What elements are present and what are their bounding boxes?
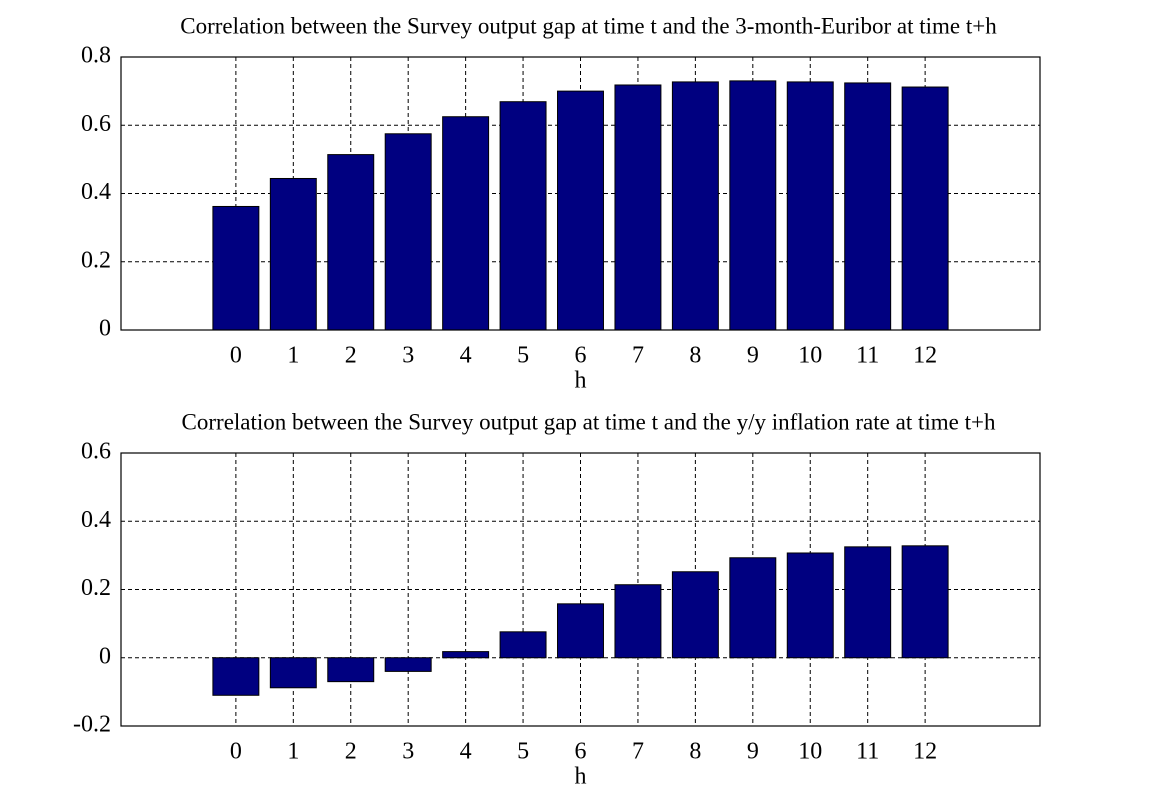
bar bbox=[844, 82, 892, 331]
x-tick-label: 12 bbox=[913, 343, 937, 369]
axes-box bbox=[120, 452, 1041, 727]
bar bbox=[729, 80, 777, 331]
x-tick-label: 1 bbox=[287, 739, 299, 765]
bar bbox=[327, 154, 375, 331]
x-tick-label: 7 bbox=[632, 343, 644, 369]
chart-title: Correlation between the Survey output ga… bbox=[182, 409, 996, 434]
bar bbox=[614, 84, 662, 331]
bar bbox=[844, 546, 892, 659]
bar bbox=[671, 571, 719, 659]
bar bbox=[442, 116, 490, 331]
x-tick-label: 3 bbox=[402, 739, 414, 765]
bar bbox=[557, 90, 604, 331]
x-tick-label: 11 bbox=[856, 739, 879, 765]
y-tick-label: 0.8 bbox=[81, 43, 111, 69]
x-tick-label: 0 bbox=[230, 739, 242, 765]
x-tick-label: 9 bbox=[747, 739, 759, 765]
x-tick-label: 6 bbox=[575, 739, 587, 765]
x-tick-label: 0 bbox=[230, 343, 242, 369]
x-tick-label: 2 bbox=[345, 739, 357, 765]
y-tick-label: 0 bbox=[99, 643, 111, 669]
x-tick-label: 9 bbox=[747, 343, 759, 369]
x-tick-label: 11 bbox=[856, 343, 879, 369]
y-tick-label: 0.2 bbox=[81, 575, 111, 601]
x-tick-label: 7 bbox=[632, 739, 644, 765]
y-tick-label: 0.2 bbox=[81, 247, 111, 273]
y-tick-label: 0.6 bbox=[81, 439, 111, 465]
y-tick-label: 0.4 bbox=[81, 179, 111, 205]
x-tick-label: 5 bbox=[517, 343, 529, 369]
bar bbox=[212, 657, 260, 696]
bar bbox=[327, 657, 375, 683]
x-tick-label: 12 bbox=[913, 739, 937, 765]
bar bbox=[442, 651, 490, 659]
x-tick-label: 2 bbox=[345, 343, 357, 369]
x-tick-label: 4 bbox=[460, 343, 472, 369]
bar bbox=[786, 552, 834, 659]
bar bbox=[212, 205, 260, 331]
bar bbox=[269, 657, 317, 689]
x-tick-label: 10 bbox=[798, 739, 822, 765]
bar bbox=[786, 81, 834, 331]
bar bbox=[614, 584, 662, 659]
bar bbox=[557, 603, 604, 659]
x-tick-label: 8 bbox=[689, 343, 701, 369]
x-axis-label: h bbox=[575, 764, 587, 790]
bar bbox=[499, 101, 547, 331]
bar bbox=[901, 545, 949, 659]
y-tick-label: 0.4 bbox=[81, 507, 111, 533]
y-tick-label: 0.6 bbox=[81, 111, 111, 137]
bar bbox=[269, 177, 317, 331]
x-axis-label: h bbox=[575, 368, 587, 394]
bar bbox=[384, 657, 432, 672]
x-tick-label: 5 bbox=[517, 739, 529, 765]
bar bbox=[671, 81, 719, 331]
x-tick-label: 6 bbox=[575, 343, 587, 369]
bar bbox=[729, 557, 777, 659]
bar bbox=[384, 133, 432, 331]
bar bbox=[901, 86, 949, 331]
y-tick-label: -0.2 bbox=[73, 712, 111, 738]
x-tick-label: 10 bbox=[798, 343, 822, 369]
axes-box bbox=[120, 56, 1041, 331]
x-tick-label: 1 bbox=[287, 343, 299, 369]
x-tick-label: 8 bbox=[689, 739, 701, 765]
y-tick-label: 0 bbox=[99, 316, 111, 342]
bar bbox=[499, 631, 547, 659]
chart-title: Correlation between the Survey output ga… bbox=[180, 13, 997, 38]
x-tick-label: 3 bbox=[402, 343, 414, 369]
x-tick-label: 4 bbox=[460, 739, 472, 765]
